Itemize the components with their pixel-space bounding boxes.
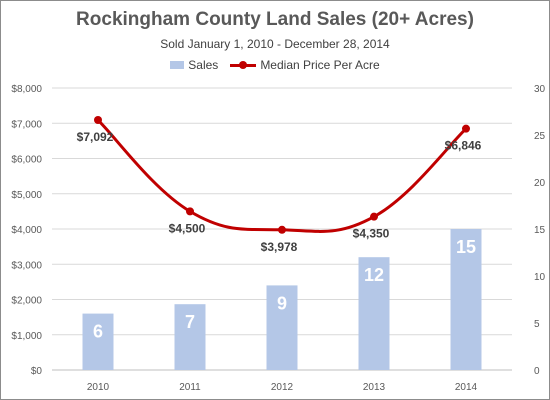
bar-sales bbox=[266, 285, 298, 370]
x-axis-ticks: 2010 2011 2012 2013 2014 bbox=[87, 382, 478, 393]
x-tick-label: 2010 bbox=[87, 382, 110, 393]
legend: Sales Median Price Per Acre bbox=[0, 58, 550, 72]
left-axis-ticks: $0 $1,000 $2,000 $3,000 $4,000 $5,000 $6,000 $7… bbox=[11, 84, 42, 377]
bar-sales bbox=[358, 257, 390, 370]
right-tick-label: 15 bbox=[534, 225, 546, 236]
left-tick-label: $5,000 bbox=[11, 190, 42, 201]
right-tick-label: 30 bbox=[534, 84, 546, 95]
legend-label-median-price: Median Price Per Acre bbox=[260, 58, 380, 72]
left-tick-label: $3,000 bbox=[11, 260, 42, 271]
x-tick-label: 2012 bbox=[271, 382, 294, 393]
points-median-price bbox=[94, 116, 470, 234]
bar-label: 15 bbox=[456, 237, 476, 257]
line-median-price bbox=[96, 118, 468, 233]
right-tick-label: 5 bbox=[534, 319, 540, 330]
left-tick-label: $8,000 bbox=[11, 84, 42, 95]
left-tick-label: $7,000 bbox=[11, 119, 42, 130]
legend-label-sales: Sales bbox=[188, 58, 219, 72]
left-tick-label: $1,000 bbox=[11, 331, 42, 342]
left-tick-label: $0 bbox=[31, 366, 43, 377]
right-tick-label: 0 bbox=[534, 366, 540, 377]
bar-label: 9 bbox=[277, 293, 287, 313]
bar-label: 7 bbox=[185, 312, 195, 332]
point-median-price bbox=[94, 116, 102, 125]
legend-item-median-price: Median Price Per Acre bbox=[230, 58, 380, 72]
point-median-price bbox=[462, 124, 470, 133]
bar-labels: 6 7 9 12 15 bbox=[93, 237, 476, 342]
point-median-price bbox=[278, 225, 286, 234]
x-tick-label: 2013 bbox=[363, 382, 386, 393]
left-tick-label: $6,000 bbox=[11, 155, 42, 166]
line-label: $3,978 bbox=[261, 240, 298, 254]
line-label: $7,092 bbox=[77, 130, 114, 144]
bars-sales bbox=[82, 229, 482, 370]
chart-subtitle: Sold January 1, 2010 - December 28, 2014 bbox=[160, 37, 390, 51]
right-axis-ticks: 0 5 10 15 20 25 30 bbox=[534, 84, 546, 377]
left-tick-label: $2,000 bbox=[11, 296, 42, 307]
line-label: $4,350 bbox=[353, 227, 390, 241]
right-tick-label: 25 bbox=[534, 131, 546, 142]
point-median-price bbox=[186, 207, 194, 216]
bar-sales bbox=[174, 304, 206, 370]
line-labels: $7,092 $4,500 $3,978 $4,350 $6,846 bbox=[77, 130, 482, 254]
line-label: $6,846 bbox=[445, 139, 482, 153]
chart-title: Rockingham County Land Sales (20+ Acres) bbox=[76, 9, 474, 30]
x-tick-label: 2011 bbox=[179, 382, 201, 393]
right-tick-label: 10 bbox=[534, 272, 546, 283]
legend-swatch-median-price bbox=[230, 60, 257, 70]
right-tick-label: 20 bbox=[534, 178, 546, 189]
bar-label: 6 bbox=[93, 322, 103, 342]
line-path-median-price bbox=[96, 118, 468, 233]
bar-sales bbox=[450, 229, 482, 370]
bar-sales bbox=[82, 313, 114, 370]
legend-swatch-sales bbox=[170, 61, 185, 69]
bar-label: 12 bbox=[364, 265, 384, 285]
x-tick-label: 2014 bbox=[455, 382, 478, 393]
left-tick-label: $4,000 bbox=[11, 225, 42, 236]
point-median-price bbox=[370, 212, 378, 221]
line-label: $4,500 bbox=[169, 221, 206, 235]
legend-item-sales: Sales bbox=[170, 58, 218, 72]
